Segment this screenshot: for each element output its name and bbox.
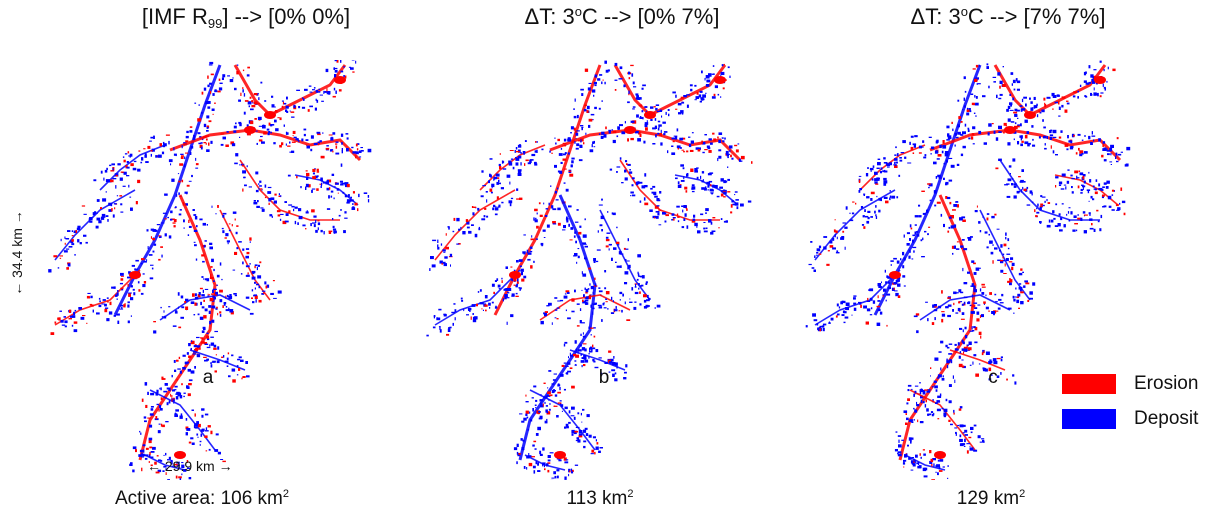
legend-deposit: Deposit (1062, 408, 1198, 430)
erosion-swatch (1062, 374, 1116, 394)
legend-erosion: Erosion (1062, 373, 1198, 395)
panel-a-active-area: Active area: 106 km2 (114, 488, 290, 509)
vertical-scale-label: ← 34.4 km → (9, 210, 25, 296)
panel-a-letter: a (202, 367, 214, 388)
deposit-swatch (1062, 409, 1116, 429)
map-panel-a (48, 60, 372, 480)
map-panel-c (805, 60, 1131, 480)
deposit-label: Deposit (1134, 408, 1199, 429)
panel-c-title: ΔT: 3oC --> [7% 7%] (910, 4, 1106, 29)
panel-c-active-area: 129 km2 (956, 488, 1026, 509)
panel-b-title: ΔT: 3oC --> [0% 7%] (524, 4, 720, 29)
panel-b-active-area: 113 km2 (566, 488, 634, 509)
panel-c-letter: c (988, 367, 998, 388)
erosion-label: Erosion (1134, 373, 1199, 394)
horizontal-scale-label: ← 29.9 km → (147, 458, 233, 474)
panel-a-title: [IMF R99] --> [0% 0%] (141, 4, 351, 31)
panel-b-letter: b (598, 367, 610, 388)
map-panel-b (426, 60, 753, 480)
